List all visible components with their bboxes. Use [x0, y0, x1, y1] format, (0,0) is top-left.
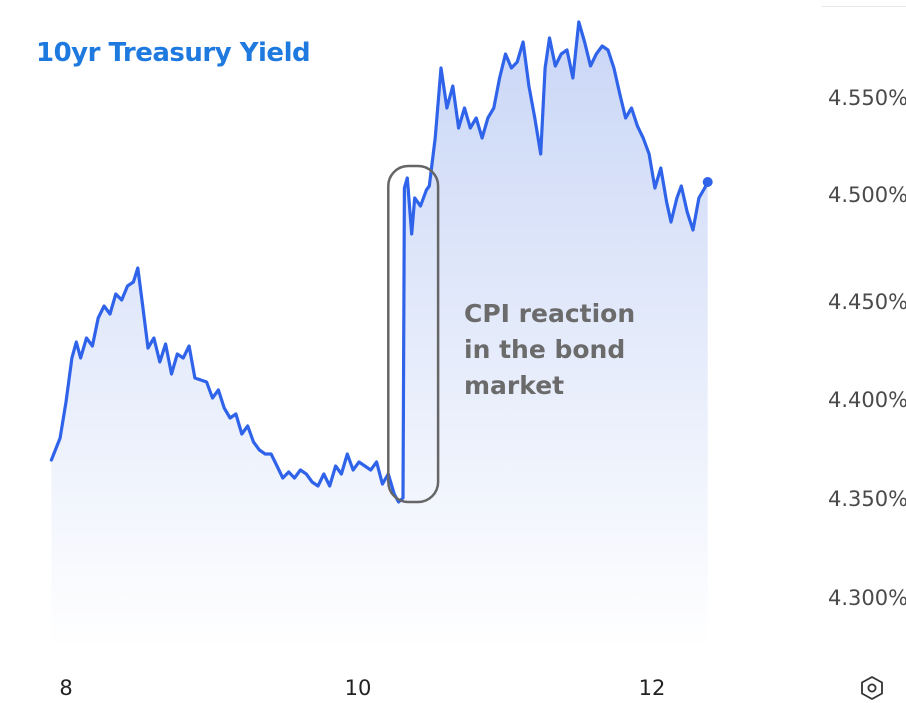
annotation-line: CPI reaction: [464, 299, 636, 328]
y-tick-label: 4.450%: [828, 290, 906, 314]
y-tick-label: 4.400%: [828, 388, 906, 412]
y-tick-label: 4.550%: [828, 86, 906, 110]
x-tick-label: 8: [59, 676, 73, 700]
y-tick-label: 4.350%: [828, 487, 906, 511]
x-tick-label: 10: [344, 676, 372, 700]
top-right-border: [822, 0, 906, 7]
chart-title: 10yr Treasury Yield: [36, 38, 311, 68]
series-area-fill: [51, 22, 708, 650]
y-tick-label: 4.500%: [828, 183, 906, 207]
cpi-highlight-box: [387, 164, 440, 504]
x-tick-label: 12: [638, 676, 666, 700]
annotation-line: in the bond: [464, 335, 626, 364]
cpi-annotation: CPI reaction in the bond market: [464, 296, 664, 404]
y-tick-label: 4.300%: [828, 586, 906, 610]
annotation-line: market: [464, 371, 565, 400]
last-point-marker[interactable]: [702, 177, 713, 187]
settings-hex-icon[interactable]: [858, 674, 886, 702]
series-line: [49, 20, 710, 504]
